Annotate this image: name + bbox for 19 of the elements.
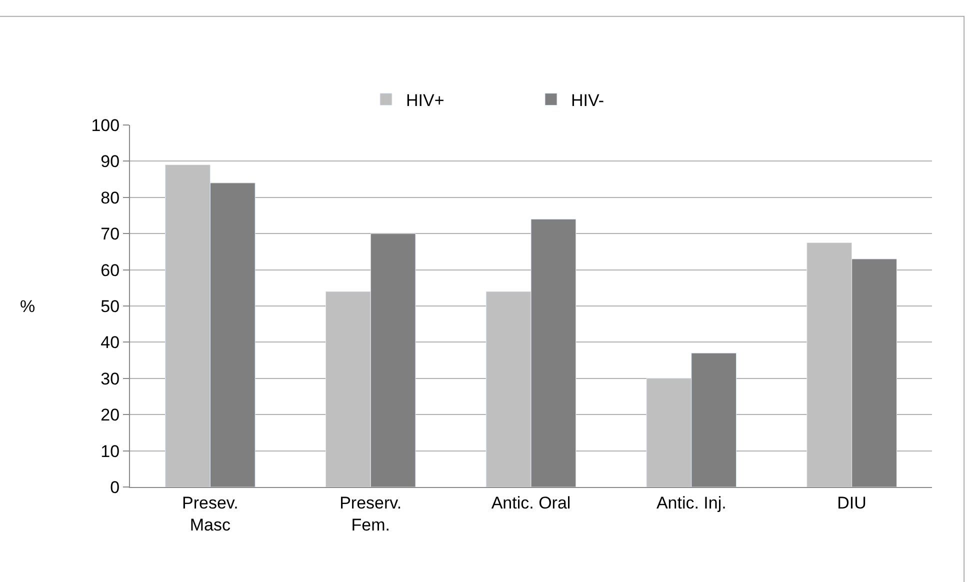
y-tick-label: 90 — [100, 152, 120, 172]
y-tick-label: 60 — [100, 260, 120, 280]
y-tick-label: 0 — [110, 478, 120, 497]
y-tick-label: 30 — [100, 369, 120, 388]
y-tick-label: 100 — [91, 116, 120, 135]
x-tick-label: DIU — [837, 493, 866, 512]
legend-label: HIV+ — [406, 90, 444, 110]
y-tick-label: 70 — [100, 224, 120, 244]
x-tick-label: Preserv. Fem. — [340, 493, 402, 534]
y-tick-label: 20 — [100, 406, 120, 425]
y-axis-title: % — [20, 297, 36, 316]
y-tick-label: 80 — [100, 188, 120, 208]
y-tick-label: 50 — [100, 296, 120, 316]
legend-label: HIV- — [571, 90, 604, 110]
y-tick-label: 40 — [100, 333, 120, 352]
x-tick-label: Antic. Inj. — [656, 493, 726, 512]
x-tick-label: Presev. Masc — [182, 493, 238, 534]
x-tick-label: Antic. Oral — [491, 493, 571, 512]
y-tick-label: 10 — [100, 442, 120, 461]
